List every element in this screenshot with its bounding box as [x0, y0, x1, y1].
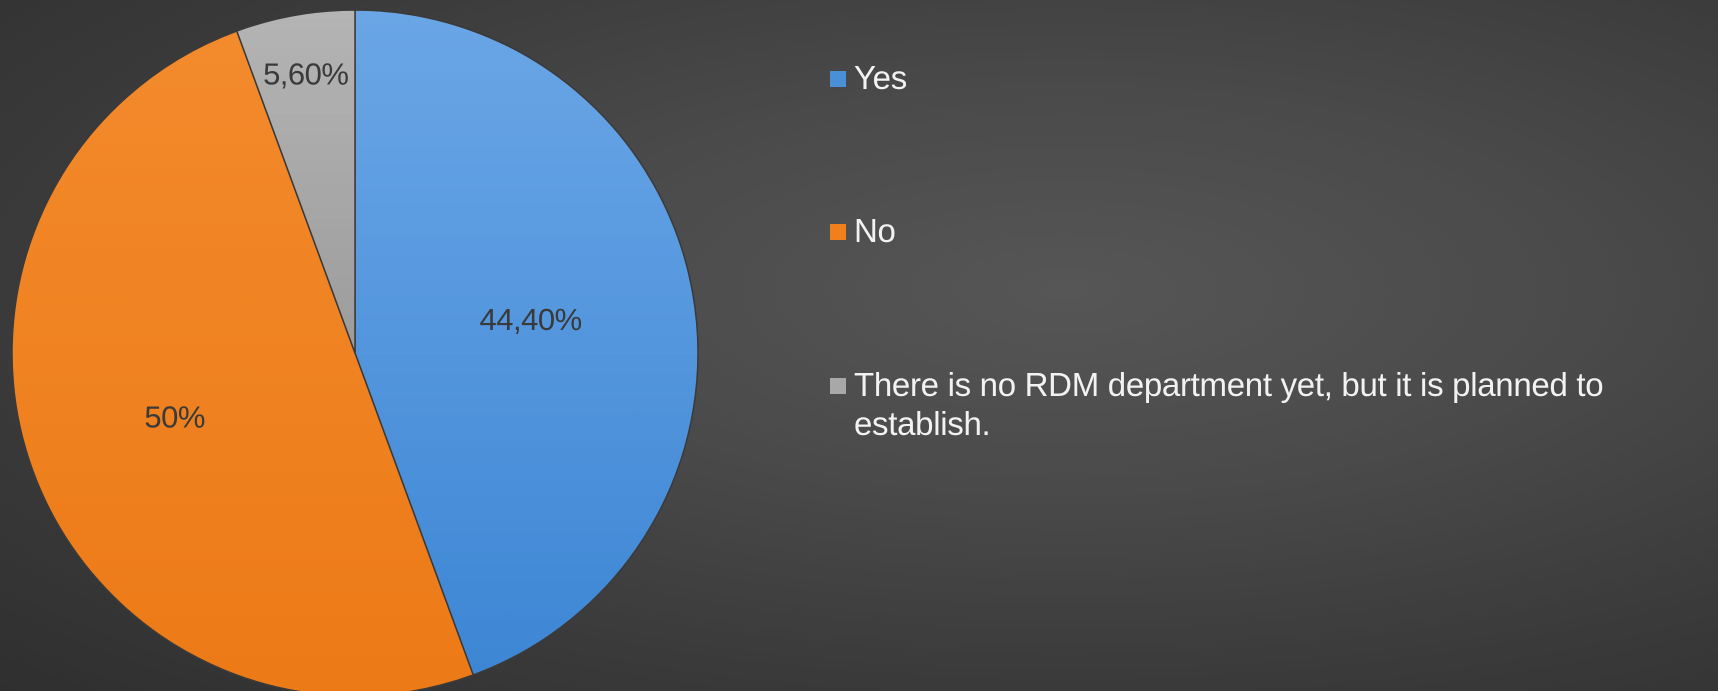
legend-swatch-planned	[830, 378, 846, 394]
legend-item-no: No	[830, 211, 1714, 250]
legend-item-planned: There is no RDM department yet, but it i…	[830, 365, 1714, 443]
pie-slices	[11, 9, 699, 691]
legend-swatch-no	[830, 224, 846, 240]
legend-label-yes: Yes	[854, 59, 907, 96]
legend-item-yes: Yes	[830, 58, 1714, 97]
pie-slice-no	[11, 30, 475, 691]
pie-slice-yes	[354, 9, 699, 676]
legend-label-planned: There is no RDM department yet, but it i…	[854, 366, 1604, 442]
data-label-yes: 44,40%	[480, 302, 582, 337]
data-label-planned: 5,60%	[263, 56, 348, 91]
legend-swatch-yes	[830, 71, 846, 87]
pie-slice-planned	[235, 9, 356, 354]
data-label-no: 50%	[144, 399, 205, 434]
pie-data-labels: 44,40% 50% 5,60%	[144, 56, 582, 434]
legend-label-no: No	[854, 212, 896, 249]
